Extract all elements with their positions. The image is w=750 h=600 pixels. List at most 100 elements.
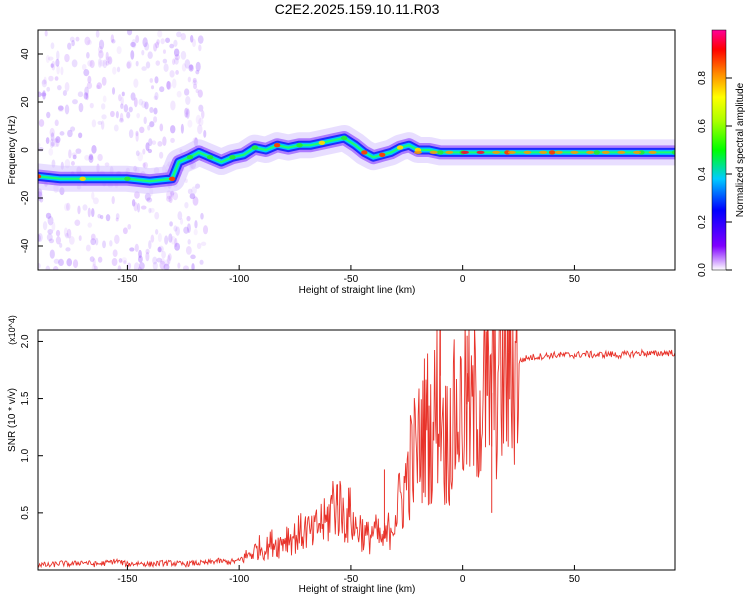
spectrogram-noise-cell	[57, 105, 64, 111]
spectrogram-peak-dash	[413, 150, 422, 154]
spectrogram-hotspot	[548, 150, 556, 155]
spectrogram-noise-cell	[193, 83, 198, 90]
spectrogram-noise-cell	[186, 108, 190, 119]
spectrogram-noise-cell	[155, 41, 160, 49]
spectrogram-peak-dash	[554, 150, 563, 154]
figure-title: C2E2.2025.159.10.11.R03	[275, 1, 440, 17]
spectrogram-noise-cell	[170, 235, 176, 245]
spectrogram-peak-dash	[460, 150, 469, 154]
spectrogram-noise-cell	[157, 30, 163, 38]
spectrogram-noise-cell	[83, 69, 90, 77]
colorbar-gradient	[711, 29, 727, 271]
spectrogram-noise-cell	[89, 256, 95, 262]
spectrogram-noise-cell	[187, 119, 193, 128]
spectrogram-noise-cell	[162, 49, 166, 54]
colorbar-tick-label: 0.6	[697, 119, 708, 133]
spectrogram-noise-cell	[171, 78, 177, 89]
spectrogram-noise-cell	[130, 92, 136, 101]
spectrogram-noise-cell	[50, 132, 55, 142]
spectrogram-noise-cell	[117, 265, 122, 270]
spectrogram-noise-cell	[192, 80, 198, 86]
snr-y-ticks: 0.5 1.0 1.5 2.0	[20, 334, 43, 520]
spectrogram-noise-cell	[123, 104, 129, 113]
spectrogram-noise-cell	[198, 104, 204, 112]
spectrogram-noise-cell	[197, 89, 203, 98]
spectrogram-noise-cell	[198, 117, 204, 127]
spectrogram-peak-dash	[429, 150, 438, 154]
spectrogram-noise-cell	[38, 119, 45, 127]
spectrogram-peak-dash	[586, 150, 595, 154]
spectrogram-panel: -150 -100 -50 0 50 40 20 0 -20 -40 Height of str…	[7, 29, 676, 296]
spectrogram-noise-cell	[173, 48, 180, 57]
spectrogram-x-tick-label: -50	[344, 274, 359, 285]
spectrogram-noise-cell	[55, 236, 61, 245]
spectrogram-noise-cell	[151, 85, 155, 90]
spectrogram-noise-cell	[87, 75, 92, 84]
spectrogram-noise-cell	[104, 162, 110, 167]
spectrogram-noise-cell	[94, 237, 99, 246]
spectrogram-noise-cell	[126, 111, 131, 119]
spectrogram-noise-cell	[85, 92, 89, 101]
spectrogram-noise-cell	[168, 195, 173, 204]
spectrogram-noise-cell	[93, 265, 98, 270]
spectrogram-peak-dash	[601, 150, 610, 154]
spectrogram-noise-cell	[110, 110, 115, 118]
spectrogram-noise-cell	[40, 92, 47, 97]
snr-panel: -150 -100 -50 0 50 0.5 1.0 1.5 2.0 Height of st…	[7, 315, 676, 595]
spectrogram-noise-cell	[52, 266, 59, 270]
spectrogram-noise-cell	[184, 112, 189, 118]
spectrogram-noise-cell	[157, 141, 163, 147]
spectrogram-noise-cell	[128, 129, 134, 139]
spectrogram-noise-cell	[135, 130, 139, 137]
spectrogram-noise-cell	[130, 41, 136, 48]
spectrogram-noise-cell	[147, 51, 153, 59]
spectrogram-noise-cell	[155, 229, 159, 235]
spectrogram-noise-cell	[192, 196, 199, 206]
spectrogram-noise-cell	[51, 221, 56, 231]
spectrogram-noise-cell	[86, 52, 90, 59]
spectrogram-noise-cell	[100, 103, 106, 110]
spectrogram-noise-cell	[164, 235, 169, 245]
spectrogram-noise-cell	[47, 215, 54, 226]
spectrogram-noise-cell	[157, 246, 162, 253]
spectrogram-hotspot	[437, 150, 444, 155]
spectrogram-noise-cell	[122, 227, 128, 235]
spectrogram-noise-cell	[184, 107, 190, 115]
spectrogram-noise-cell	[149, 207, 155, 213]
spectrogram-noise-cell	[65, 232, 69, 239]
spectrogram-noise-cell	[156, 257, 163, 263]
spectrogram-noise-cell	[153, 43, 158, 52]
spectrogram-x-label: Height of straight line (km)	[299, 285, 416, 296]
spectrogram-noise-cell	[159, 86, 165, 93]
spectrogram-noise-cell	[137, 152, 144, 162]
spectrogram-noise-cell	[97, 58, 102, 68]
spectrogram-noise-cell	[38, 147, 44, 152]
spectrogram-noise-cell	[64, 53, 70, 63]
spectrogram-noise-cell	[127, 223, 132, 230]
spectrogram-y-tick-label: 40	[20, 48, 31, 60]
spectrogram-noise-cell	[145, 61, 151, 69]
spectrogram-noise-cell	[197, 35, 204, 44]
spectrogram-noise-cell	[141, 49, 145, 56]
spectrogram-noise-cell	[42, 90, 46, 100]
snr-x-tick-label: -100	[229, 574, 249, 585]
spectrogram-noise-cell	[158, 245, 164, 253]
spectrogram-noise-cell	[152, 256, 158, 265]
spectrogram-peak-dash	[492, 150, 501, 154]
spectrogram-noise-cell	[48, 148, 54, 156]
spectrogram-noise-cell	[112, 249, 118, 257]
spectrogram-noise-cell	[56, 64, 60, 75]
spectrogram-noise-cell	[175, 69, 179, 75]
spectrogram-noise-cell	[63, 227, 68, 237]
spectrogram-noise-cell	[92, 258, 96, 268]
spectrogram-noise-cell	[64, 104, 70, 115]
spectrogram-noise-cell	[38, 234, 41, 242]
colorbar-ticks: 0.0 0.2 0.4 0.6 0.8	[697, 71, 732, 277]
spectrogram-noise-cell	[185, 245, 192, 255]
spectrogram-noise-cell	[78, 102, 84, 113]
spectrogram-noise-cell	[192, 38, 196, 48]
spectrogram-noise-cell	[154, 91, 159, 101]
spectrogram-peak-dash	[523, 150, 532, 154]
spectrogram-noise-cell	[75, 148, 82, 154]
spectrogram-peak-dash	[476, 150, 485, 154]
